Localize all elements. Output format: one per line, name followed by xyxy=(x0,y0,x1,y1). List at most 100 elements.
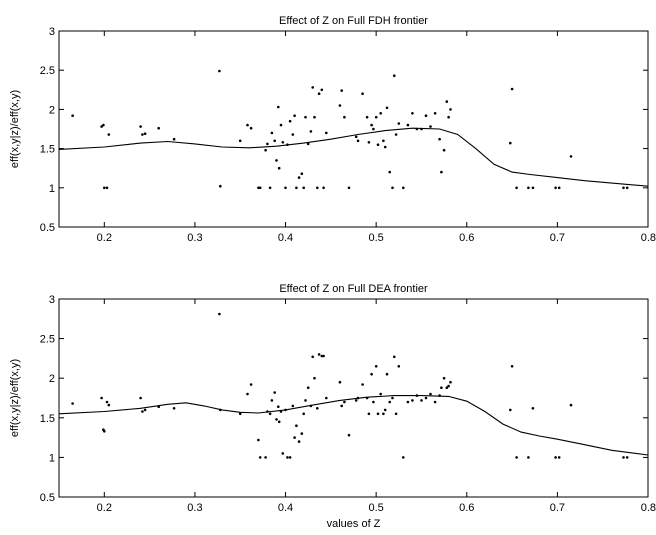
dea-x-tick-label: 0.7 xyxy=(550,502,565,514)
fdh-x-tick-label: 0.4 xyxy=(278,232,293,244)
dea-data-point xyxy=(286,456,289,459)
fdh-data-point xyxy=(527,186,530,190)
fdh-data-point xyxy=(279,123,283,127)
fdh-data-point xyxy=(449,108,452,111)
fdh-x-tick-label: 0.8 xyxy=(641,232,656,244)
fdh-data-point xyxy=(385,106,389,110)
fdh-data-point xyxy=(338,104,342,107)
fdh-data-point xyxy=(258,186,262,190)
fdh-data-point xyxy=(370,123,373,127)
dea-data-point xyxy=(557,456,561,459)
dea-data-point xyxy=(317,353,321,356)
dea-data-point xyxy=(509,408,512,412)
fdh-y-axis-label: eff(x,y|z)/eff(x,y) xyxy=(9,90,21,168)
dea-data-point xyxy=(143,408,147,412)
dea-data-point xyxy=(515,456,518,459)
fdh-data-point xyxy=(281,141,285,144)
fdh-data-point xyxy=(515,186,518,190)
dea-data-point xyxy=(531,407,535,410)
fdh-data-point xyxy=(391,186,394,190)
dea-data-point xyxy=(379,392,383,396)
fdh-data-point xyxy=(295,186,298,190)
fdh-data-point xyxy=(343,115,346,119)
dea-data-point xyxy=(172,407,176,410)
fdh-data-point xyxy=(277,166,281,170)
dea-data-point xyxy=(277,420,281,424)
fdh-data-point xyxy=(300,172,304,175)
dea-x-tick-label: 0.3 xyxy=(187,502,202,514)
fdh-data-point xyxy=(325,131,328,135)
dea-data-point xyxy=(424,396,428,400)
dea-chart-title: Effect of Z on Full DEA frontier xyxy=(279,283,428,295)
dea-data-point xyxy=(622,456,625,459)
dea-data-point xyxy=(275,418,278,421)
fdh-data-point xyxy=(143,132,147,135)
fdh-x-tick-label: 0.7 xyxy=(550,232,565,244)
fdh-x-tick-label: 0.6 xyxy=(459,232,474,244)
fdh-smoothed-curve xyxy=(58,127,649,187)
fdh-y-tick-label: 2.5 xyxy=(40,65,55,77)
fdh-data-point xyxy=(246,123,249,127)
dea-data-point xyxy=(433,400,437,404)
dea-data-point xyxy=(107,403,111,407)
fdh-data-point xyxy=(219,184,222,188)
dea-data-point xyxy=(238,412,242,416)
fdh-data-point xyxy=(322,186,325,190)
fdh-data-point xyxy=(157,126,160,130)
fdh-data-point xyxy=(394,133,398,136)
fdh-data-point xyxy=(402,186,405,190)
fdh-data-point xyxy=(273,139,277,143)
dea-panel: Effect of Z on Full DEA frontier eff(x,y… xyxy=(9,283,656,530)
dea-data-point xyxy=(374,365,378,368)
dea-data-point xyxy=(338,380,342,384)
dea-data-point xyxy=(291,404,295,408)
fdh-data-point xyxy=(367,141,371,144)
dea-data-point xyxy=(105,400,109,404)
dea-y-tick-label: 3 xyxy=(49,294,55,306)
fdh-y-tick-label: 2 xyxy=(49,104,55,116)
fdh-data-point xyxy=(311,86,315,89)
dea-data-point xyxy=(625,456,629,459)
dea-data-point xyxy=(316,407,319,410)
dea-ticks: 0.2 0.3 0.4 0.5 0.6 0.7 0.8 0.5 1 1.5 2 2.5 3 xyxy=(40,294,656,514)
dea-y-tick-label: 0.5 xyxy=(40,492,55,504)
dea-data-point xyxy=(100,396,103,400)
dea-data-point xyxy=(277,405,280,409)
dea-data-point xyxy=(510,365,514,368)
dea-data-point xyxy=(340,404,344,408)
dea-data-point xyxy=(249,383,253,386)
fdh-data-point xyxy=(218,69,221,73)
dea-data-point xyxy=(393,355,396,359)
fdh-data-point xyxy=(347,186,351,190)
dea-data-point xyxy=(103,430,106,433)
dea-data-point xyxy=(313,376,316,380)
dea-data-point xyxy=(391,396,394,400)
fdh-data-point xyxy=(103,186,106,190)
fdh-data-point xyxy=(139,125,142,128)
dea-data-point xyxy=(270,399,274,402)
dea-data-point xyxy=(367,412,371,416)
dea-y-axis-label: eff(x,y|z)/eff(x,y) xyxy=(9,359,21,437)
fdh-data-point xyxy=(277,105,280,109)
dea-data-point xyxy=(445,386,449,390)
dea-data-point xyxy=(383,408,387,412)
dea-y-tick-label: 1 xyxy=(49,452,55,464)
dea-smoothed-curve xyxy=(58,395,649,456)
fdh-chart-title: Effect of Z on Full FDH frontier xyxy=(279,15,428,27)
fdh-data-point xyxy=(266,142,269,146)
dea-x-tick-label: 0.8 xyxy=(641,502,656,514)
dea-data-point xyxy=(281,452,285,455)
dea-data-point xyxy=(257,438,260,442)
fdh-data-point xyxy=(105,186,109,190)
fdh-data-point xyxy=(340,89,344,92)
fdh-data-point xyxy=(102,123,105,127)
dea-data-point xyxy=(288,456,292,459)
dea-data-point xyxy=(388,400,392,404)
fdh-data-point xyxy=(71,114,74,117)
fdh-x-tick-label: 0.5 xyxy=(369,232,384,244)
dea-data-point xyxy=(382,412,385,416)
fdh-data-point xyxy=(554,186,557,190)
dea-data-point xyxy=(406,400,410,404)
fdh-data-point xyxy=(531,186,535,190)
dea-data-point xyxy=(311,355,315,359)
